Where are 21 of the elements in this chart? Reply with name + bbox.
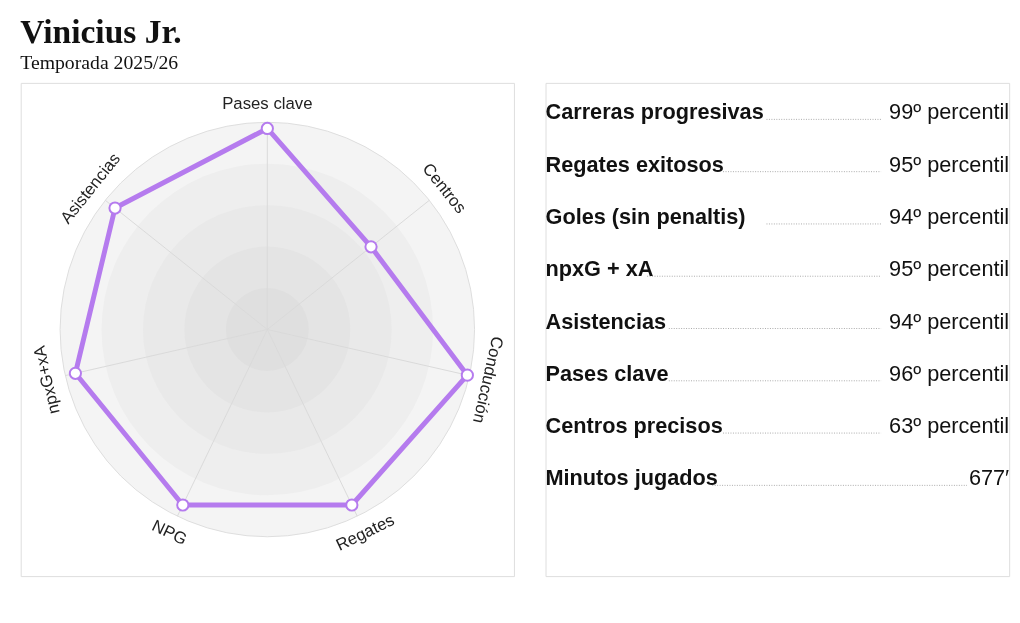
- text: 95º percentil: [889, 151, 1010, 177]
- chart-title: Vinicius Jr.: [20, 12, 182, 50]
- category-label: Asistencias: [545, 308, 667, 334]
- text: 99º percentil: [889, 99, 1010, 125]
- text: 63º percentil: [889, 413, 1010, 439]
- category-label: Carreras progresivas: [545, 99, 764, 125]
- category-label: Goles (sin penaltis): [545, 203, 746, 229]
- category-label: npxG + xA: [545, 256, 654, 282]
- category-label: Regates exitosos: [545, 151, 724, 177]
- text: 677′: [968, 465, 1010, 491]
- text: 94º percentil: [889, 308, 1010, 334]
- spoke-label: npxG+xA: [29, 343, 64, 416]
- category-label: Pases clave: [545, 360, 669, 386]
- text: 94º percentil: [889, 203, 1010, 229]
- spoke-label: Pases clave: [222, 93, 313, 113]
- category-label: Centros precisos: [545, 413, 723, 439]
- chart-subtitle: Temporada 2025/26: [20, 50, 179, 73]
- spoke-label: NPG: [149, 516, 191, 549]
- category-label: Minutos jugados: [545, 465, 718, 491]
- text: 95º percentil: [889, 256, 1010, 282]
- text: 96º percentil: [889, 360, 1010, 386]
